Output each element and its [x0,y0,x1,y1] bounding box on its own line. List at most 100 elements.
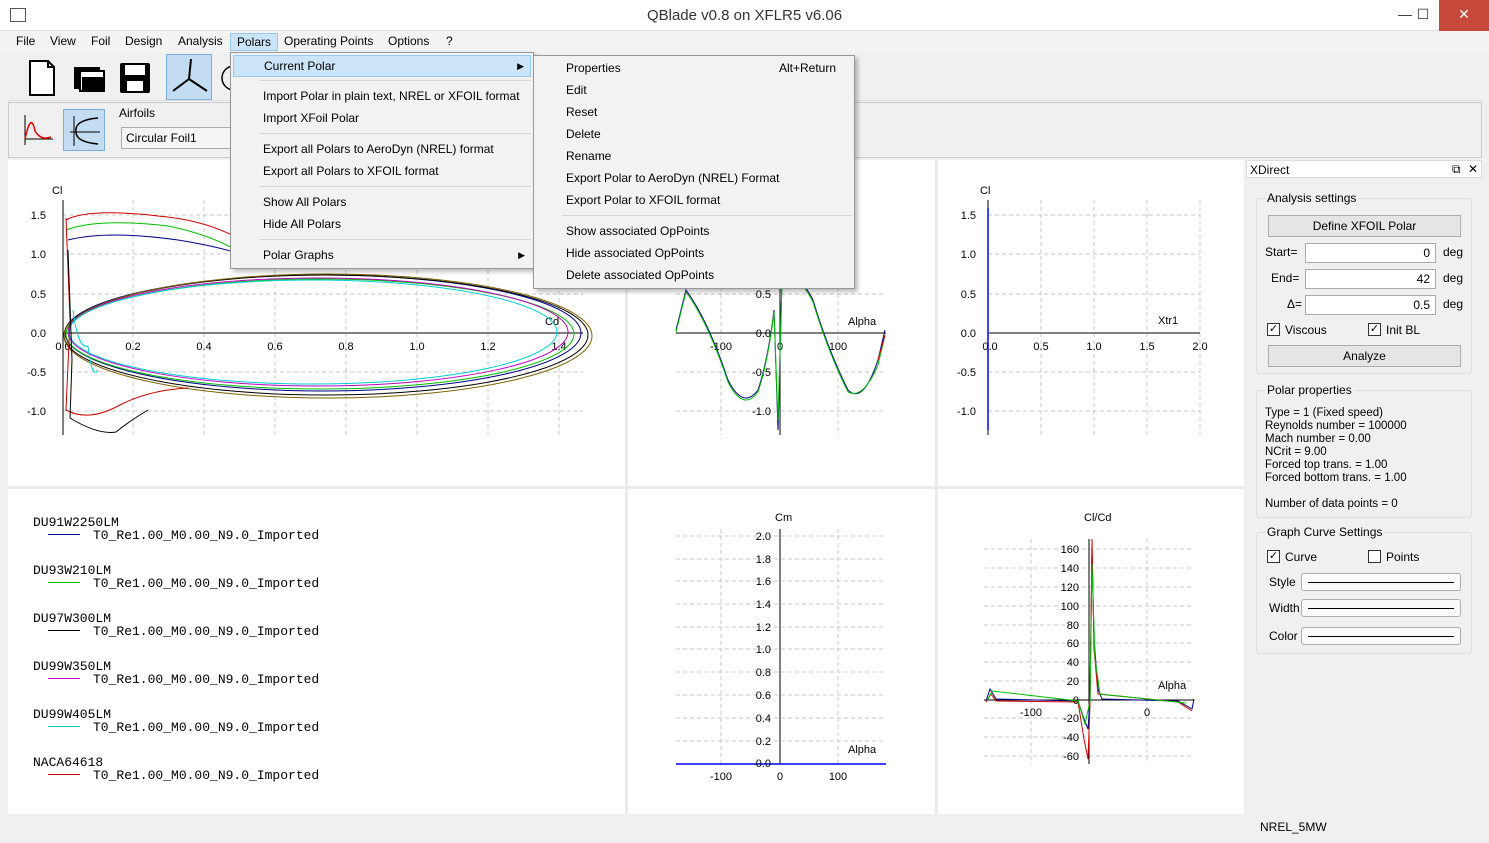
undock-icon[interactable]: ⧉ [1452,162,1461,176]
open-folder-icon[interactable] [66,55,112,101]
style-button[interactable] [1301,573,1461,591]
menu-item-properties[interactable]: Properties Alt+Return [536,58,852,80]
svg-text:-100: -100 [1020,707,1042,719]
g5-x-label: Alpha [1158,680,1187,692]
svg-text:0: 0 [1144,707,1150,719]
svg-text:0.0: 0.0 [31,328,46,340]
curve-label: Curve [1285,550,1318,564]
svg-text:1.5: 1.5 [31,210,46,222]
close-button[interactable]: ✕ [1439,0,1489,31]
menu-item-hide-oppoints[interactable]: Hide associated OpPoints [566,246,705,260]
graph-clcd-alpha[interactable]: Cl/Cd Alpha 160 140 120 100 80 60 40 20 0 -20… [938,489,1244,814]
window-title: QBlade v0.8 on XFLR5 v6.06 [646,7,843,24]
legend-swatch [48,678,80,679]
analysis-settings-title: Analysis settings [1265,191,1359,205]
menu-item-rename[interactable]: Rename [566,149,612,163]
color-button[interactable] [1301,627,1461,645]
g4-x-label: Alpha [848,744,877,756]
svg-text:20: 20 [1067,676,1079,688]
xdirect-header: XDirect ⧉ ✕ [1246,160,1482,178]
analyze-button[interactable]: Analyze [1268,345,1461,367]
graph-cm-alpha[interactable]: Cm Alpha 2.0 1.8 1.6 1.4 1.2 1.0 0.8 0.6 0.4… [628,489,935,814]
prop-line: Forced bottom trans. = 1.00 [1265,472,1407,484]
menu-item-current-polar[interactable]: Current Polar ▶ [233,55,531,77]
menu-item-delete-oppoints[interactable]: Delete associated OpPoints [566,268,715,282]
svg-text:-0.5: -0.5 [957,367,976,379]
svg-text:-0.5: -0.5 [27,367,46,379]
menu-operating-points[interactable]: Operating Points [284,34,374,48]
svg-text:0.4: 0.4 [196,341,211,353]
polars-menu: Current Polar ▶ Import Polar in plain tex… [230,52,534,269]
analysis-settings-group: Analysis settings Define XFOIL Polar Sta… [1256,191,1472,374]
prop-line: Number of data points = 0 [1265,498,1398,510]
polar-properties-title: Polar properties [1265,383,1354,397]
polar-view-icon[interactable] [63,109,105,151]
viscous-label: Viscous [1285,323,1327,337]
svg-text:0: 0 [777,771,783,783]
svg-text:0.5: 0.5 [756,289,771,301]
menu-foil[interactable]: Foil [91,34,111,48]
menu-item-export-polar-aerodyn[interactable]: Export Polar to AeroDyn (NREL) Format [566,171,780,185]
menu-item-export-xfoil[interactable]: Export all Polars to XFOIL format [263,164,439,178]
polar-properties-text: Type = 1 (Fixed speed) Reynolds number =… [1265,407,1407,511]
legend-swatch [48,774,80,775]
menu-item-import-xfoil-polar[interactable]: Import XFoil Polar [263,111,360,125]
menu-item-polar-graphs[interactable]: Polar Graphs ▶ [263,248,525,262]
curve-checkbox[interactable]: ✓ [1267,550,1280,563]
svg-text:0.0: 0.0 [756,328,771,340]
legend-swatch [48,534,80,535]
menu-file[interactable]: File [16,34,36,48]
new-file-icon[interactable] [18,55,64,101]
svg-text:1.0: 1.0 [756,644,771,656]
svg-text:100: 100 [829,341,847,353]
menu-view[interactable]: View [50,34,76,48]
svg-text:-60: -60 [1063,751,1079,763]
menu-polars[interactable]: Polars [230,33,279,51]
g1-y-label: Cl [52,185,62,197]
menu-analysis[interactable]: Analysis [178,34,223,48]
delta-field[interactable]: 0.5 [1305,295,1436,315]
menu-item-delete[interactable]: Delete [566,127,601,141]
menu-design[interactable]: Design [125,34,163,48]
menu-item-export-aerodyn[interactable]: Export all Polars to AeroDyn (NREL) form… [263,142,494,156]
svg-text:1.6: 1.6 [756,576,771,588]
style-label: Style [1269,575,1296,589]
menu-item-show-all-polars[interactable]: Show All Polars [263,195,347,209]
app-icon[interactable] [10,8,26,22]
init-bl-checkbox[interactable]: ✓ [1368,323,1381,336]
current-polar-submenu: Properties Alt+Return Edit Reset Delete R… [533,55,855,289]
menu-item-import-polar-text[interactable]: Import Polar in plain text, NREL or XFOI… [263,89,520,103]
graph-cl-xtr[interactable]: Cl Xtr1 1.5 1.0 0.5 0.0 -0.5 -1.0 0.0 0.5 1.… [938,160,1244,486]
svg-text:1.2: 1.2 [480,341,495,353]
svg-text:0.5: 0.5 [961,289,976,301]
minimize-button[interactable]: — [1398,6,1412,22]
menu-item-export-polar-xfoil[interactable]: Export Polar to XFOIL format [566,193,721,207]
prop-line: Forced top trans. = 1.00 [1265,459,1388,471]
width-button[interactable] [1301,599,1461,617]
viscous-checkbox[interactable]: ✓ [1267,323,1280,336]
menu-options[interactable]: Options [388,34,430,48]
legend-swatch [48,582,80,583]
start-field[interactable]: 0 [1305,243,1436,263]
maximize-button[interactable]: ☐ [1416,6,1430,22]
color-label: Color [1269,629,1298,643]
define-xfoil-polar-button[interactable]: Define XFOIL Polar [1268,215,1461,237]
rotor-module-icon[interactable] [166,54,212,100]
end-field[interactable]: 42 [1305,269,1436,289]
graph-curve-settings-group: Graph Curve Settings ✓ Curve Points Styl… [1256,525,1472,654]
save-icon[interactable] [112,55,158,101]
svg-text:0.0: 0.0 [982,341,997,353]
oppoint-view-icon[interactable] [17,109,59,151]
g3-y-label: Cl [980,185,990,197]
svg-text:-100: -100 [710,341,732,353]
menu-item-hide-all-polars[interactable]: Hide All Polars [263,217,342,231]
panel-close-icon[interactable]: ✕ [1468,162,1479,176]
points-checkbox[interactable] [1368,550,1381,563]
menu-item-reset[interactable]: Reset [566,105,598,119]
svg-text:0.8: 0.8 [756,667,771,679]
menu-help[interactable]: ? [446,34,453,48]
foil-combobox[interactable]: Circular Foil1 [121,127,241,149]
svg-text:80: 80 [1067,620,1079,632]
menu-item-show-oppoints[interactable]: Show associated OpPoints [566,224,710,238]
menu-item-edit[interactable]: Edit [566,83,587,97]
